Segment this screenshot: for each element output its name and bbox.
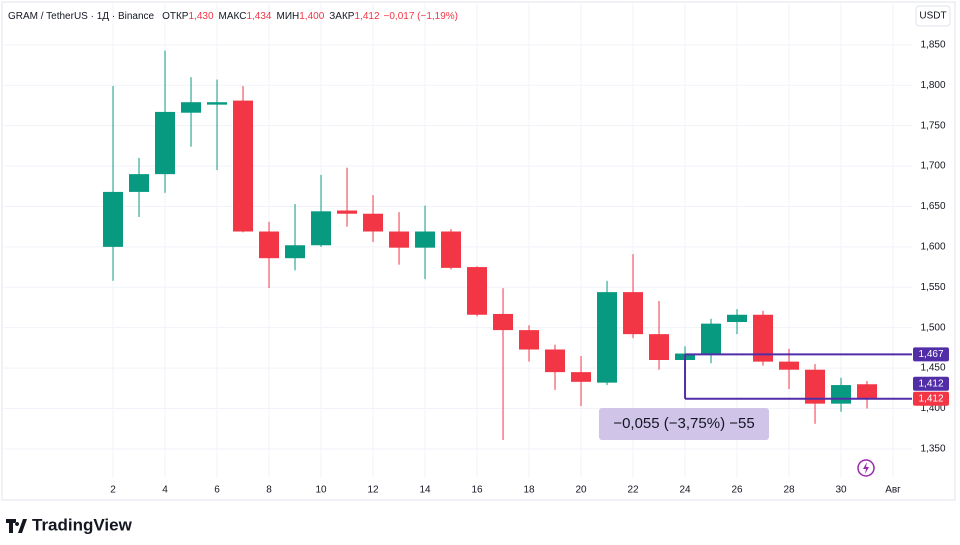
x-tick-label: 12 (367, 485, 379, 496)
measure-label-box (599, 408, 769, 440)
price-tag-label: 1,412 (918, 393, 943, 404)
field-name: МИН (276, 11, 299, 22)
candle-body (805, 369, 826, 404)
y-tick-label: 1,550 (920, 282, 945, 293)
y-tick-label: 1,800 (920, 80, 945, 91)
candle-body (285, 245, 306, 259)
field-value: 1,430 (188, 11, 213, 22)
x-tick-label: 14 (419, 485, 431, 496)
field-name: ОТКР (162, 11, 189, 22)
icon-circle[interactable] (857, 459, 875, 477)
x-tick-label: 30 (835, 485, 847, 496)
candle-body (753, 314, 774, 362)
y-tick-label: 1,350 (920, 444, 945, 455)
price-tag (913, 391, 949, 406)
y-tick-label: 1,700 (920, 161, 945, 172)
x-tick-label: 8 (266, 485, 272, 496)
x-tick-label: Авг (885, 485, 901, 496)
candle-body (571, 372, 592, 382)
candle-body (363, 213, 384, 232)
price-tag-label: 1,467 (918, 349, 943, 360)
y-tick-label: 1,650 (920, 201, 945, 212)
y-tick-label: 1,600 (920, 242, 945, 253)
candle-body (623, 292, 644, 335)
price-tag-label: 1,412 (918, 378, 943, 389)
candle-body (155, 111, 176, 175)
candle-body (129, 174, 150, 192)
candle-body (779, 361, 800, 370)
icon-bolt[interactable] (863, 462, 869, 474)
candle-body (415, 231, 436, 248)
currency-button[interactable] (915, 5, 951, 27)
x-tick-label: 26 (731, 485, 743, 496)
field-value: 1,412 (354, 11, 379, 22)
y-tick-label: 1,450 (920, 363, 945, 374)
candle-body (389, 231, 410, 248)
flash-icon[interactable] (857, 459, 875, 477)
field-name: ЗАКР (329, 11, 355, 22)
logo-icon (6, 519, 27, 533)
x-tick-label: 24 (679, 485, 691, 496)
y-tick-label: 1,750 (920, 120, 945, 131)
candle-body (181, 102, 202, 113)
field-value: 1,400 (299, 11, 324, 22)
candle-body (467, 267, 488, 315)
candle-body (727, 314, 748, 323)
candle-body (207, 102, 228, 105)
candle-body (493, 313, 514, 331)
x-tick-label: 4 (162, 485, 168, 496)
y-tick-label: 1,400 (920, 403, 945, 414)
candle-body (519, 330, 540, 350)
candle-body (701, 323, 722, 354)
price-tag (913, 376, 949, 391)
candle-body (649, 334, 670, 361)
x-tick-label: 6 (214, 485, 220, 496)
y-tick-label: 1,850 (920, 39, 945, 50)
field-name: МАКС (219, 11, 247, 22)
price-tag (913, 347, 949, 362)
candle-body (545, 349, 566, 373)
field-value: 1,434 (246, 11, 271, 22)
candle-body (831, 385, 852, 404)
header: GRAM / TetherUS · 1Д · Binance ОТКР1,430 М… (8, 11, 458, 22)
candle-body (857, 384, 878, 399)
x-tick-label: 10 (315, 485, 327, 496)
change: −0,017 (−1,19%) (384, 11, 459, 22)
measure-label: −0,055 (−3,75%) −55 (613, 415, 754, 432)
candle-body (259, 231, 280, 259)
candle-body (597, 292, 618, 383)
x-tick-label: 16 (471, 485, 483, 496)
candle-body (103, 191, 124, 247)
candle-body (311, 211, 332, 246)
x-tick-label: 28 (783, 485, 795, 496)
candle-body (233, 100, 254, 232)
y-tick-label: 1,500 (920, 322, 945, 333)
brand: TradingView (32, 515, 133, 534)
chart-frame (1, 1, 956, 501)
x-tick-label: 22 (627, 485, 639, 496)
x-tick-label: 20 (575, 485, 587, 496)
symbol: GRAM / TetherUS · 1Д · Binance (8, 11, 155, 22)
logo: TradingView (6, 515, 133, 534)
currency[interactable]: USDT (919, 11, 946, 22)
candle-body (441, 231, 462, 268)
x-tick-label: 2 (110, 485, 116, 496)
candle-body (337, 210, 358, 214)
x-tick-label: 18 (523, 485, 535, 496)
